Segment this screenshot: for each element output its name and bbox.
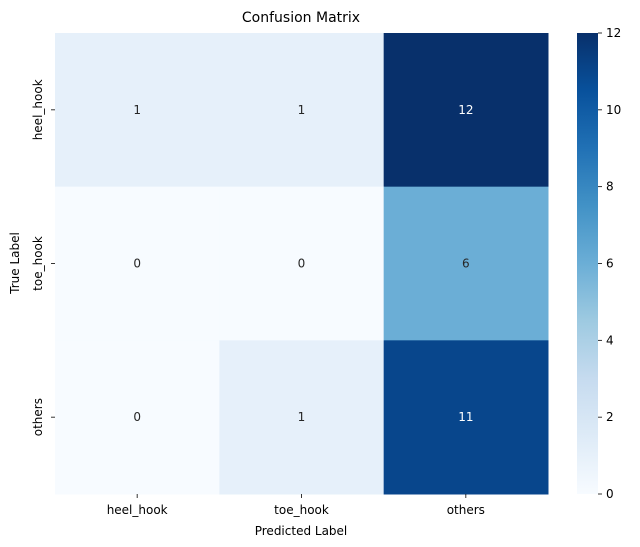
- colorbar-tick-label: 10: [606, 103, 621, 117]
- cell-value-label: 12: [458, 103, 473, 117]
- heatmap-cell: [219, 33, 385, 188]
- heatmap-cell: [219, 186, 385, 341]
- cell-value-label: 1: [298, 410, 306, 424]
- colorbar-tick-label: 4: [606, 333, 614, 347]
- heatmap-cell: [383, 340, 549, 495]
- y-tick-label: heel_hook: [31, 79, 45, 140]
- y-tick-label: toe_hook: [31, 236, 45, 291]
- x-tick-label: others: [447, 503, 485, 517]
- colorbar-tick-label: 12: [606, 26, 621, 40]
- x-axis-title: Predicted Label: [255, 524, 348, 538]
- heatmap-cell: [383, 186, 549, 341]
- cell-value-label: 1: [133, 103, 141, 117]
- colorbar-tick-label: 6: [606, 257, 614, 271]
- chart-title: Confusion Matrix: [242, 10, 360, 26]
- cell-value-label: 1: [298, 103, 306, 117]
- colorbar-ticks: 0 2 4 6 8 10 12: [598, 26, 621, 501]
- cell-value-label: 6: [462, 257, 470, 271]
- heatmap-cells: 1 1 120 0 60 1 11: [55, 33, 549, 495]
- colorbar-tick-label: 8: [606, 180, 614, 194]
- heatmap-cell: [383, 33, 549, 188]
- cell-value-label: 0: [133, 257, 141, 271]
- heatmap-cell: [55, 186, 220, 341]
- x-tick-label: toe_hook: [274, 503, 329, 517]
- x-tick-label: heel_hook: [107, 503, 168, 517]
- heatmap-cell: [55, 340, 220, 495]
- colorbar: [577, 33, 598, 494]
- colorbar-tick-label: 0: [606, 487, 614, 501]
- heatmap-cell: [219, 340, 385, 495]
- y-tick-label: others: [31, 398, 45, 436]
- cell-value-label: 0: [298, 257, 306, 271]
- y-axis-title: True Label: [8, 232, 22, 295]
- cell-value-label: 11: [458, 410, 473, 424]
- cell-value-label: 0: [133, 410, 141, 424]
- colorbar-tick-label: 2: [606, 410, 614, 424]
- x-tick-labels: heel_hook toe_hook others: [107, 494, 485, 517]
- heatmap-cell: [55, 33, 220, 188]
